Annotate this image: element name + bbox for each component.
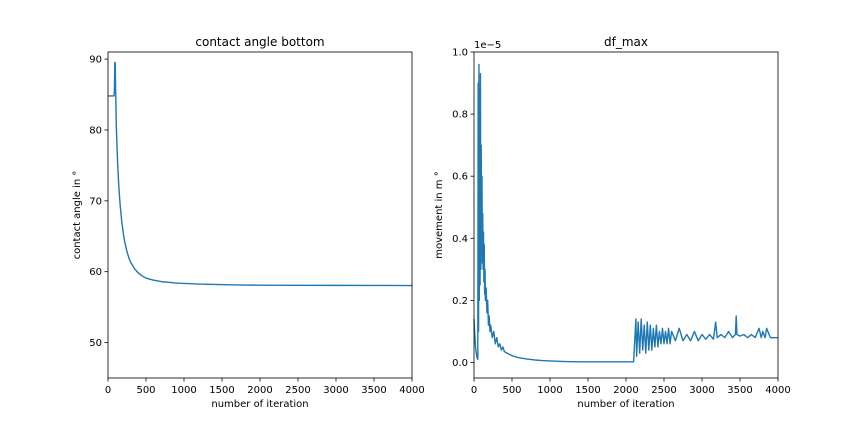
x-tick-label: 3500 [361, 385, 386, 396]
x-tick-label: 3000 [689, 385, 714, 396]
x-tick-label: 2500 [651, 385, 676, 396]
x-tick-label: 1000 [537, 385, 562, 396]
x-tick-label: 500 [136, 385, 155, 396]
y-tick-label: 80 [89, 125, 102, 136]
y-offset-text: 1e−5 [474, 40, 501, 51]
series-line [108, 61, 413, 287]
plot-frame [107, 51, 413, 379]
x-tick-label: 2000 [613, 385, 638, 396]
y-tick-label: 0.8 [452, 110, 468, 121]
x-tick-label: 0 [105, 385, 111, 396]
x-tick-label: 4000 [399, 385, 424, 396]
x-axis-label: number of iteration [577, 399, 674, 410]
chart-title: contact angle bottom [195, 35, 324, 49]
y-tick-label: 50 [89, 338, 102, 349]
y-tick-label: 70 [89, 196, 102, 207]
x-axis-ticks: 0 500 1000 1500 2000 2500 3000 3500 4000 [105, 378, 425, 396]
plot-frame [473, 51, 779, 379]
x-tick-label: 1500 [209, 385, 234, 396]
series-layer [473, 63, 778, 363]
y-tick-label: 0.0 [452, 358, 468, 369]
contact-angle-chart: contact angle bottom 0 500 1000 1500 2000 250… [72, 35, 425, 410]
y-axis-ticks: 50 60 70 80 90 [89, 55, 108, 349]
y-tick-label: 60 [89, 267, 102, 278]
x-tick-label: 0 [471, 385, 477, 396]
x-axis-ticks: 0 500 1000 1500 2000 2500 3000 3500 4000 [471, 378, 791, 396]
x-tick-label: 500 [502, 385, 521, 396]
x-tick-label: 3500 [727, 385, 752, 396]
x-tick-label: 1500 [575, 385, 600, 396]
y-tick-label: 0.2 [452, 296, 468, 307]
y-axis-ticks: 0.0 0.2 0.4 0.6 0.8 1.0 [452, 48, 474, 369]
chart-title: df_max [604, 35, 648, 49]
y-tick-label: 1.0 [452, 48, 468, 59]
series-layer [108, 61, 413, 287]
x-tick-label: 3000 [323, 385, 348, 396]
x-tick-label: 2000 [247, 385, 272, 396]
y-axis-label: movement in m ° [434, 171, 445, 258]
series-line [473, 63, 778, 363]
y-tick-label: 0.6 [452, 172, 468, 183]
x-tick-label: 1000 [171, 385, 196, 396]
x-tick-label: 2500 [285, 385, 310, 396]
x-tick-label: 4000 [765, 385, 790, 396]
x-axis-label: number of iteration [211, 399, 308, 410]
y-tick-label: 0.4 [452, 234, 468, 245]
y-axis-label: contact angle in ° [72, 171, 83, 260]
y-tick-label: 90 [89, 55, 102, 66]
df-max-chart: df_max 1e−5 0 500 1000 1500 2000 2500 3000 3500… [434, 35, 791, 410]
